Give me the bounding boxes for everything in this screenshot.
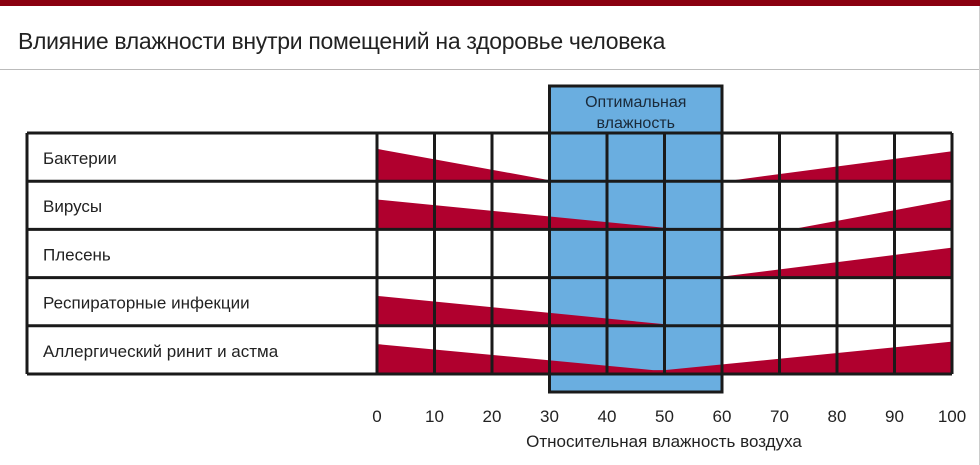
title-divider: [0, 69, 980, 70]
risk-wedge: [733, 151, 952, 181]
x-tick-label: 60: [713, 407, 732, 426]
risk-wedge: [377, 199, 671, 229]
row-label: Бактерии: [43, 149, 117, 168]
risk-wedge: [377, 148, 550, 181]
x-tick-label: 10: [425, 407, 444, 426]
risk-wedge: [377, 341, 952, 373]
row-label: Плесень: [43, 245, 111, 264]
x-tick-label: 100: [938, 407, 966, 426]
grid-background: [27, 133, 952, 374]
chart-title: Влияние влажности внутри помещений на зд…: [18, 28, 666, 54]
x-tick-label: 40: [598, 407, 617, 426]
optimal-band: [548, 84, 724, 394]
top-accent-bar: [0, 0, 980, 6]
row-label: Вирусы: [43, 197, 102, 216]
x-tick-label: 50: [655, 407, 674, 426]
x-tick-label: 20: [483, 407, 502, 426]
x-axis-label: Относительная влажность воздуха: [526, 432, 802, 451]
row-label: Аллергический ринит и астма: [43, 342, 279, 361]
x-tick-label: 70: [770, 407, 789, 426]
risk-wedge: [377, 295, 671, 325]
optimal-label: Оптимальная: [585, 94, 686, 111]
optimal-label: влажность: [597, 115, 675, 132]
x-tick-label: 0: [372, 407, 381, 426]
x-tick-label: 30: [540, 407, 559, 426]
row-label: Респираторные инфекции: [43, 294, 250, 313]
x-tick-label: 80: [828, 407, 847, 426]
x-tick-label: 90: [885, 407, 904, 426]
